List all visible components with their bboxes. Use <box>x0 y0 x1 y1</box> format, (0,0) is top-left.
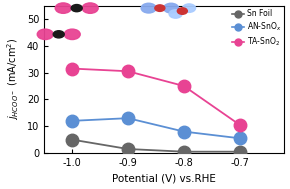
X-axis label: Potential (V) vs.RHE: Potential (V) vs.RHE <box>112 174 216 184</box>
Legend: Sn Foil, AN-SnO$_x$, TA-SnO$_2$: Sn Foil, AN-SnO$_x$, TA-SnO$_2$ <box>231 8 283 50</box>
Y-axis label: $j_{HCOO^-}$ (mA/cm$^2$): $j_{HCOO^-}$ (mA/cm$^2$) <box>6 38 21 120</box>
